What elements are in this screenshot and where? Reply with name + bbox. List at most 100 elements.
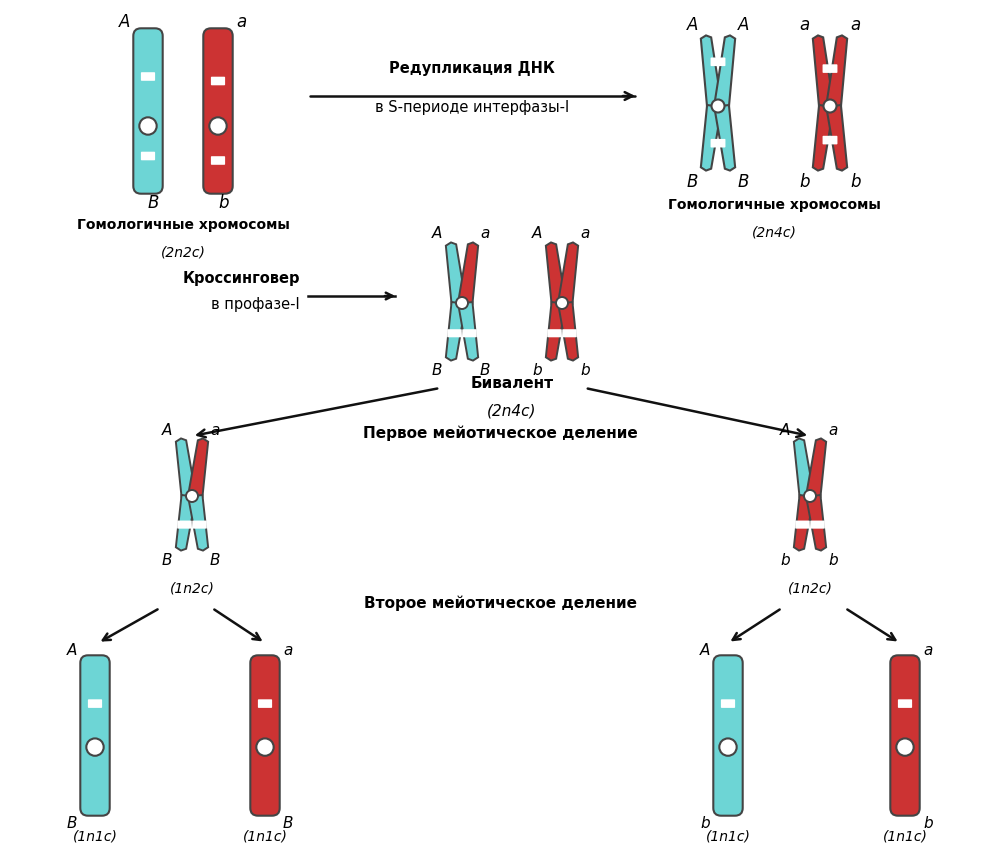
Text: b: b bbox=[532, 363, 541, 378]
Polygon shape bbox=[188, 495, 208, 551]
Polygon shape bbox=[458, 243, 478, 304]
FancyBboxPatch shape bbox=[210, 156, 224, 165]
Text: B: B bbox=[737, 173, 748, 191]
Text: A: A bbox=[686, 16, 697, 34]
Polygon shape bbox=[700, 35, 721, 107]
Text: Редупликация ДНК: Редупликация ДНК bbox=[389, 61, 554, 76]
Text: b: b bbox=[217, 194, 228, 212]
Text: A: A bbox=[699, 643, 709, 658]
Text: a: a bbox=[235, 13, 246, 31]
Text: Бивалент: Бивалент bbox=[470, 376, 553, 391]
Text: A: A bbox=[431, 226, 442, 241]
Circle shape bbox=[456, 297, 468, 309]
Polygon shape bbox=[713, 105, 734, 171]
FancyBboxPatch shape bbox=[140, 152, 155, 160]
Circle shape bbox=[555, 297, 567, 309]
Polygon shape bbox=[812, 35, 833, 107]
Text: (1n2c): (1n2c) bbox=[169, 581, 214, 595]
Text: B: B bbox=[66, 816, 77, 831]
Text: A: A bbox=[118, 13, 130, 31]
FancyBboxPatch shape bbox=[795, 521, 809, 529]
Text: (1n1c): (1n1c) bbox=[72, 830, 117, 844]
Text: a: a bbox=[799, 16, 810, 34]
Polygon shape bbox=[806, 438, 826, 497]
Polygon shape bbox=[793, 438, 813, 497]
Polygon shape bbox=[826, 35, 847, 107]
Circle shape bbox=[185, 490, 197, 502]
Polygon shape bbox=[188, 438, 208, 497]
FancyBboxPatch shape bbox=[133, 28, 162, 194]
Text: B: B bbox=[283, 816, 294, 831]
FancyBboxPatch shape bbox=[250, 656, 280, 816]
FancyBboxPatch shape bbox=[447, 329, 461, 337]
Circle shape bbox=[804, 490, 816, 502]
Polygon shape bbox=[446, 243, 465, 304]
FancyBboxPatch shape bbox=[140, 72, 155, 81]
FancyBboxPatch shape bbox=[562, 329, 576, 337]
Polygon shape bbox=[545, 302, 565, 360]
FancyBboxPatch shape bbox=[258, 699, 272, 708]
Polygon shape bbox=[557, 243, 577, 304]
Text: A: A bbox=[779, 423, 790, 438]
Text: B: B bbox=[480, 363, 490, 378]
Polygon shape bbox=[826, 105, 847, 171]
Text: a: a bbox=[849, 16, 860, 34]
Circle shape bbox=[139, 118, 156, 135]
Text: A: A bbox=[531, 226, 541, 241]
Circle shape bbox=[257, 739, 274, 756]
Text: b: b bbox=[780, 553, 790, 568]
Text: в профазе-I: в профазе-I bbox=[211, 298, 300, 312]
Circle shape bbox=[896, 739, 913, 756]
Text: b: b bbox=[828, 553, 837, 568]
Text: (1n2c): (1n2c) bbox=[787, 581, 832, 595]
Text: Кроссинговер: Кроссинговер bbox=[182, 270, 300, 286]
FancyBboxPatch shape bbox=[897, 699, 911, 708]
FancyBboxPatch shape bbox=[890, 656, 919, 816]
Text: B: B bbox=[209, 553, 220, 568]
Text: (1n1c): (1n1c) bbox=[242, 830, 288, 844]
Polygon shape bbox=[558, 302, 577, 360]
Polygon shape bbox=[458, 302, 478, 360]
Text: a: a bbox=[480, 226, 489, 241]
FancyBboxPatch shape bbox=[80, 656, 109, 816]
FancyBboxPatch shape bbox=[192, 521, 206, 529]
FancyBboxPatch shape bbox=[177, 521, 191, 529]
Text: b: b bbox=[799, 173, 810, 191]
Text: a: a bbox=[209, 423, 219, 438]
Circle shape bbox=[710, 100, 723, 112]
Text: A: A bbox=[737, 16, 748, 34]
FancyBboxPatch shape bbox=[709, 57, 724, 66]
Polygon shape bbox=[700, 105, 721, 171]
FancyBboxPatch shape bbox=[210, 76, 224, 85]
Circle shape bbox=[209, 118, 226, 135]
Text: Второе мейотическое деление: Второе мейотическое деление bbox=[363, 595, 636, 611]
Text: (1n1c): (1n1c) bbox=[704, 830, 749, 844]
Polygon shape bbox=[175, 438, 195, 497]
Text: B: B bbox=[686, 173, 697, 191]
Text: B: B bbox=[161, 553, 171, 568]
Polygon shape bbox=[793, 495, 813, 551]
Text: a: a bbox=[828, 423, 837, 438]
Text: a: a bbox=[283, 643, 293, 658]
FancyBboxPatch shape bbox=[712, 656, 741, 816]
Text: (2n4c): (2n4c) bbox=[750, 225, 796, 239]
Text: b: b bbox=[849, 173, 860, 191]
Text: a: a bbox=[922, 643, 932, 658]
FancyBboxPatch shape bbox=[822, 64, 837, 73]
Text: A: A bbox=[161, 423, 171, 438]
Circle shape bbox=[718, 739, 735, 756]
FancyBboxPatch shape bbox=[88, 699, 102, 708]
Polygon shape bbox=[175, 495, 195, 551]
FancyBboxPatch shape bbox=[810, 521, 824, 529]
Text: b: b bbox=[922, 816, 932, 831]
Text: B: B bbox=[148, 194, 159, 212]
Polygon shape bbox=[713, 35, 734, 107]
FancyBboxPatch shape bbox=[709, 139, 724, 148]
Text: a: a bbox=[579, 226, 589, 241]
Text: (2n4c): (2n4c) bbox=[487, 403, 536, 418]
Polygon shape bbox=[812, 105, 833, 171]
Text: (1n1c): (1n1c) bbox=[882, 830, 927, 844]
Polygon shape bbox=[806, 495, 826, 551]
Text: A: A bbox=[66, 643, 77, 658]
Text: b: b bbox=[699, 816, 709, 831]
